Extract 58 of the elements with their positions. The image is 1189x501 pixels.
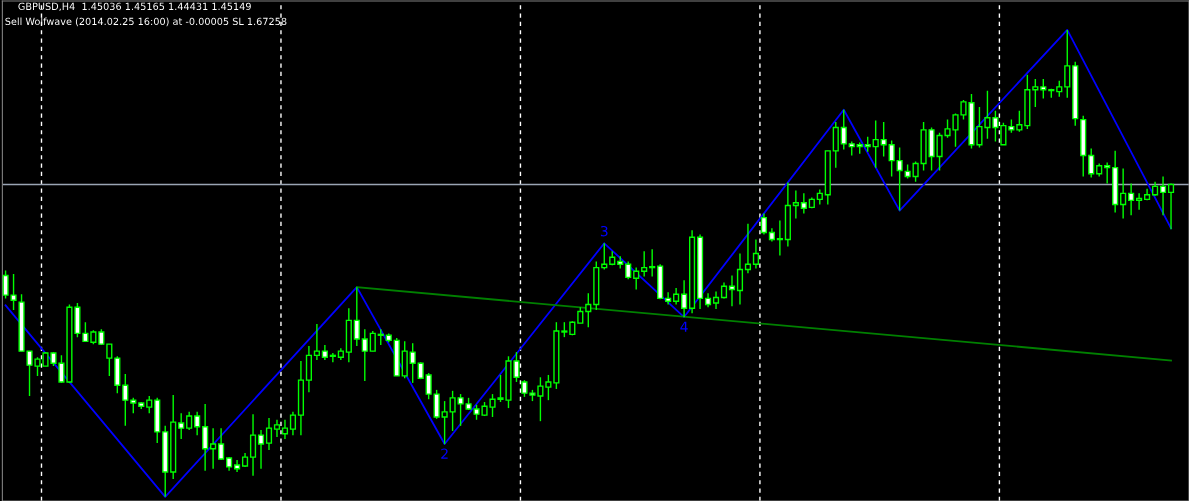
candlestick (1064, 29, 1071, 99)
candlestick (106, 343, 113, 377)
candlestick (353, 286, 360, 347)
candlestick (249, 413, 257, 477)
candlestick (289, 411, 297, 436)
candlestick (872, 119, 879, 169)
candlestick (369, 330, 376, 352)
candlestick (633, 266, 640, 291)
candlestick (122, 373, 129, 427)
candlestick (1128, 182, 1135, 216)
candlestick (1040, 78, 1047, 100)
candlestick (681, 279, 688, 318)
candlestick (896, 146, 903, 212)
candlestick (736, 252, 744, 306)
candlestick (840, 109, 847, 151)
chart-subtitle: Sell Wolfwave (2014.02.25 16:00) at -0.00005 SL 1.67258 (5, 17, 287, 27)
candlestick (585, 292, 592, 329)
candlestick (313, 323, 320, 361)
candlestick (832, 121, 839, 169)
candlestick (186, 411, 193, 431)
candlestick (776, 219, 783, 257)
candlestick (800, 192, 807, 215)
candlestick (752, 238, 760, 270)
candlestick (1120, 167, 1127, 220)
candlestick (409, 342, 416, 384)
candlestick (273, 419, 281, 438)
candlestick (545, 374, 552, 401)
candlestick (1159, 175, 1167, 216)
candlestick (178, 412, 185, 440)
candlestick (649, 248, 656, 278)
candlestick (792, 189, 799, 220)
candlestick (1088, 147, 1095, 179)
candlestick (265, 417, 273, 451)
candlestick (194, 411, 201, 436)
candlestick (433, 389, 440, 420)
candlestick (202, 403, 209, 472)
candlestick (218, 427, 225, 461)
candlestick (425, 372, 432, 400)
candlestick (1167, 182, 1175, 230)
chart-title: GBPUSD,H4 1.45036 1.45165 1.44431 1.45149 (18, 2, 251, 12)
candlestick (888, 139, 895, 178)
candlestick (281, 419, 289, 440)
candlestick (1016, 110, 1023, 133)
candlestick (1136, 192, 1143, 211)
candlestick (744, 222, 752, 274)
candlestick (665, 291, 672, 306)
annotation: 2 (441, 448, 448, 459)
candlestick (361, 328, 368, 382)
candlestick (1104, 161, 1111, 185)
candlestick (641, 250, 648, 278)
candlestick (1032, 78, 1039, 108)
candlestick (441, 400, 448, 445)
annotation: 4 (680, 321, 688, 332)
candlestick (880, 121, 887, 158)
candlestick (210, 427, 217, 470)
candlestick (329, 352, 336, 364)
candlestick (257, 429, 265, 470)
annotation: 3 (600, 225, 608, 237)
